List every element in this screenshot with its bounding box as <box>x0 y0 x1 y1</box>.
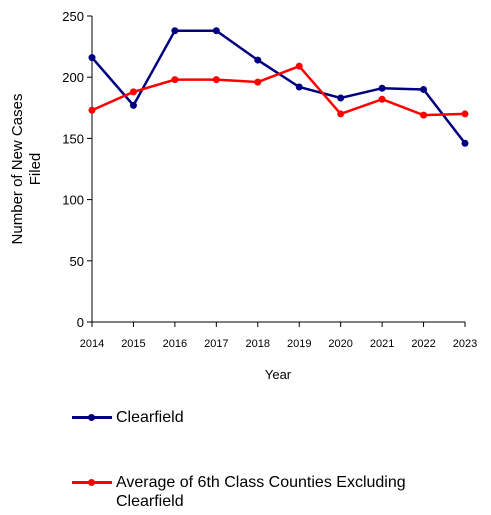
data-point-0 <box>420 85 428 93</box>
data-point-1 <box>337 110 345 118</box>
y-tick-label: 250 <box>62 9 84 24</box>
legend-label-clearfield: Clearfield <box>116 409 184 426</box>
legend-swatch-average <box>72 473 112 492</box>
legend-swatch-clearfield <box>72 408 112 427</box>
data-point-1 <box>461 110 469 118</box>
data-point-0 <box>378 84 386 92</box>
line-chart: 0 50 100 150 200 250 2014 2015 2016 2017 2018 2019 2… <box>9 9 477 382</box>
legend-label-average-line-2: Clearfield <box>116 493 184 510</box>
legend-item-average: Average of 6th Class Counties Excluding … <box>72 473 491 511</box>
x-tick-label: 2022 <box>411 338 435 350</box>
legend-label-average: Average of 6th Class Counties Excluding … <box>116 473 491 511</box>
series-line-1 <box>91 64 466 117</box>
x-tick-label: 2017 <box>204 338 228 350</box>
x-tick-label: 2016 <box>163 338 187 350</box>
x-axis-title: Year <box>265 367 292 382</box>
data-point-1 <box>88 106 96 114</box>
data-point-0 <box>212 27 220 35</box>
x-tick-label: 2020 <box>328 338 352 350</box>
x-tick-label: 2018 <box>246 338 270 350</box>
y-axis-title-line: Number of New Cases <box>9 94 26 245</box>
data-point-0 <box>129 101 137 109</box>
data-point-1 <box>378 95 386 103</box>
y-tick-label: 50 <box>70 254 84 269</box>
data-point-1 <box>295 62 303 70</box>
data-point-0 <box>254 56 262 64</box>
y-tick-label: 150 <box>62 131 84 146</box>
data-point-0 <box>171 27 179 35</box>
y-axis-title-line: Filed <box>27 153 44 186</box>
data-point-1 <box>212 76 220 84</box>
data-point-1 <box>171 76 179 84</box>
x-tick-label: 2014 <box>80 338 104 350</box>
y-tick-label: 200 <box>62 70 84 85</box>
data-point-0 <box>295 83 303 91</box>
y-axis-title: Number of New CasesFiled <box>9 94 44 245</box>
x-tick-label: 2021 <box>370 338 394 350</box>
data-point-1 <box>420 111 428 119</box>
legend-item-clearfield: Clearfield <box>72 408 491 427</box>
legend-label-average-line-1: Average of 6th Class Counties Excluding <box>116 474 406 491</box>
data-point-0 <box>337 94 345 102</box>
x-tick-label: 2023 <box>453 338 477 350</box>
data-point-0 <box>88 54 96 62</box>
data-point-1 <box>254 78 262 86</box>
x-tick-label: 2015 <box>121 338 145 350</box>
y-tick-label: 100 <box>62 193 84 208</box>
plot-area: 0 50 100 150 200 250 2014 2015 2016 2017 2018 2019 2… <box>62 9 477 350</box>
y-tick-label: 0 <box>77 315 84 330</box>
x-tick-label: 2019 <box>287 338 311 350</box>
data-point-1 <box>129 88 137 96</box>
data-point-0 <box>461 139 469 147</box>
